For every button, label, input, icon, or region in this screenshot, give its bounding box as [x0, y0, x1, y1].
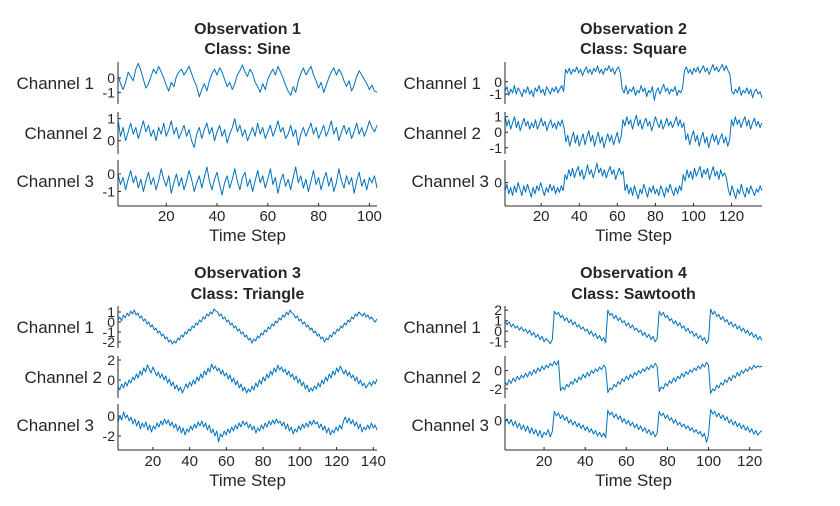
- panel-3-x-tick-label: 20: [145, 453, 162, 470]
- panel-2-channel-3-y-tick-label: 0: [494, 175, 502, 191]
- panel-4-x-tick-label: 80: [659, 453, 676, 470]
- panel-4-channel-2-y-tick-label: 0: [494, 363, 502, 379]
- panel-2-channel-2-y-tick-label: 1: [494, 109, 502, 125]
- panel-4-title: Observation 4: [580, 265, 687, 282]
- panel-4-channel-1-label: Channel 1: [403, 318, 481, 337]
- panel-1-channel-2-y-tick-label: 1: [107, 111, 115, 127]
- panel-3-x-axis-label: Time Step: [209, 471, 286, 490]
- panel-2-x-tick-label: 100: [681, 208, 706, 225]
- panel-3-x-tick-label: 40: [181, 453, 198, 470]
- panel-1-channel-1-y-tick-label: -1: [103, 84, 116, 100]
- panel-2-x-tick-label: 20: [533, 208, 550, 225]
- panel-3-channel-1-y-tick-label: 0: [107, 314, 115, 330]
- panel-1-channel-2-series-line: [117, 118, 378, 148]
- panel-2-channel-1-label: Channel 1: [403, 74, 481, 93]
- panel-2-x-tick-label: 120: [719, 208, 744, 225]
- panel-2-channel-3-series-line: [504, 162, 763, 200]
- panel-1-channel-2-y-tick-label: 0: [107, 133, 115, 149]
- panel-2-channel-2-y-tick-label: 0: [494, 124, 502, 140]
- panel-4-x-tick-label: 20: [536, 453, 553, 470]
- panel-2-x-tick-label: 60: [609, 208, 626, 225]
- panel-3-channel-2-y-tick-label: 0: [107, 372, 115, 388]
- panel-4-channel-2-label: Channel 2: [403, 368, 481, 387]
- panel-3-channel-1-y-tick-label: 1: [107, 304, 115, 320]
- panel-3-x-tick-label: 100: [287, 453, 312, 470]
- panel-4-channel-1-y-tick-label: 0: [494, 323, 502, 339]
- panel-4-channel-3-series-line: [504, 409, 763, 443]
- panel-1-channel-3-label: Channel 3: [16, 172, 94, 191]
- panel-2-x-axis-label: Time Step: [595, 226, 672, 245]
- panel-1-x-tick-label: 20: [158, 208, 175, 225]
- panel-4-channel-1-y-tick-label: -1: [490, 334, 503, 350]
- panel-2-x-tick-label: 80: [647, 208, 664, 225]
- panel-2-channel-1-y-tick-label: -1: [490, 86, 503, 102]
- panel-4-channel-1-series-line: [504, 308, 763, 345]
- panel-1-x-axis-label: Time Step: [209, 226, 286, 245]
- panel-4-channel-3-label: Channel 3: [411, 416, 489, 435]
- panel-4-channel-2-series-line: [504, 360, 763, 394]
- panel-4-channel-2-y-tick-label: -2: [490, 381, 503, 397]
- panel-1-channel-1-label: Channel 1: [16, 74, 94, 93]
- panel-3-channel-1-series-line: [117, 308, 378, 345]
- panel-1-x-tick-label: 100: [357, 208, 382, 225]
- panel-2-channel-2-label: Channel 2: [403, 124, 481, 143]
- panel-2-x-tick-label: 40: [571, 208, 588, 225]
- panel-1-x-tick-label: 80: [310, 208, 327, 225]
- panel-3-channel-2-label: Channel 2: [24, 368, 102, 387]
- panel-4-channel-3-y-tick-label: 0: [494, 412, 502, 428]
- panel-4-x-axis-label: Time Step: [595, 471, 672, 490]
- panel-2-channel-2-y-tick-label: -1: [490, 140, 503, 156]
- panel-4-x-tick-label: 40: [577, 453, 594, 470]
- panel-1-channel-3-y-tick-label: 0: [107, 166, 115, 182]
- panel-3-channel-1-y-tick-label: -2: [103, 334, 116, 350]
- panel-3-title: Observation 3: [194, 265, 301, 282]
- panel-4-x-tick-label: 100: [696, 453, 721, 470]
- panel-3-channel-3-label: Channel 3: [16, 416, 94, 435]
- panel-4-x-tick-label: 60: [618, 453, 635, 470]
- panel-1-channel-3-series-line: [117, 166, 378, 196]
- panel-3-channel-1-y-tick-label: -1: [103, 324, 116, 340]
- panel-3-channel-1-label: Channel 1: [16, 318, 94, 337]
- panel-3-subtitle: Class: Triangle: [191, 286, 305, 303]
- panel-3-x-tick-label: 80: [255, 453, 272, 470]
- panel-4-subtitle: Class: Sawtooth: [571, 286, 695, 303]
- panel-1-channel-1-series-line: [117, 62, 378, 98]
- panel-4-x-tick-label: 120: [737, 453, 762, 470]
- panel-3-x-tick-label: 60: [218, 453, 235, 470]
- panel-3-channel-3-y-tick-label: 0: [107, 408, 115, 424]
- panel-1-channel-3-y-tick-label: -1: [103, 184, 116, 200]
- panel-2-channel-3-label: Channel 3: [411, 172, 489, 191]
- panel-1-channel-2-label: Channel 2: [24, 124, 102, 143]
- panel-4-channel-1-y-tick-label: 1: [494, 313, 502, 329]
- panel-2-channel-1-series-line: [504, 64, 763, 101]
- panel-1-title: Observation 1: [194, 21, 301, 38]
- panel-3-channel-3-y-tick-label: -2: [103, 428, 116, 444]
- panel-1-x-tick-label: 60: [259, 208, 276, 225]
- panel-3-channel-2-series-line: [117, 363, 378, 394]
- panel-1-subtitle: Class: Sine: [204, 41, 290, 58]
- panel-2-channel-1-y-tick-label: 0: [494, 74, 502, 90]
- panel-3-channel-3-series-line: [117, 411, 378, 443]
- panel-4-channel-1-y-tick-label: 2: [494, 302, 502, 318]
- panel-2-title: Observation 2: [580, 21, 687, 38]
- panel-3-x-tick-label: 120: [324, 453, 349, 470]
- panel-1-channel-1-y-tick-label: 0: [107, 70, 115, 86]
- panel-2-subtitle: Class: Square: [580, 41, 687, 58]
- panel-2-channel-2-series-line: [504, 114, 763, 149]
- panel-3-channel-2-y-tick-label: 2: [107, 352, 115, 368]
- panel-1-x-tick-label: 40: [209, 208, 226, 225]
- panel-3-x-tick-label: 140: [361, 453, 386, 470]
